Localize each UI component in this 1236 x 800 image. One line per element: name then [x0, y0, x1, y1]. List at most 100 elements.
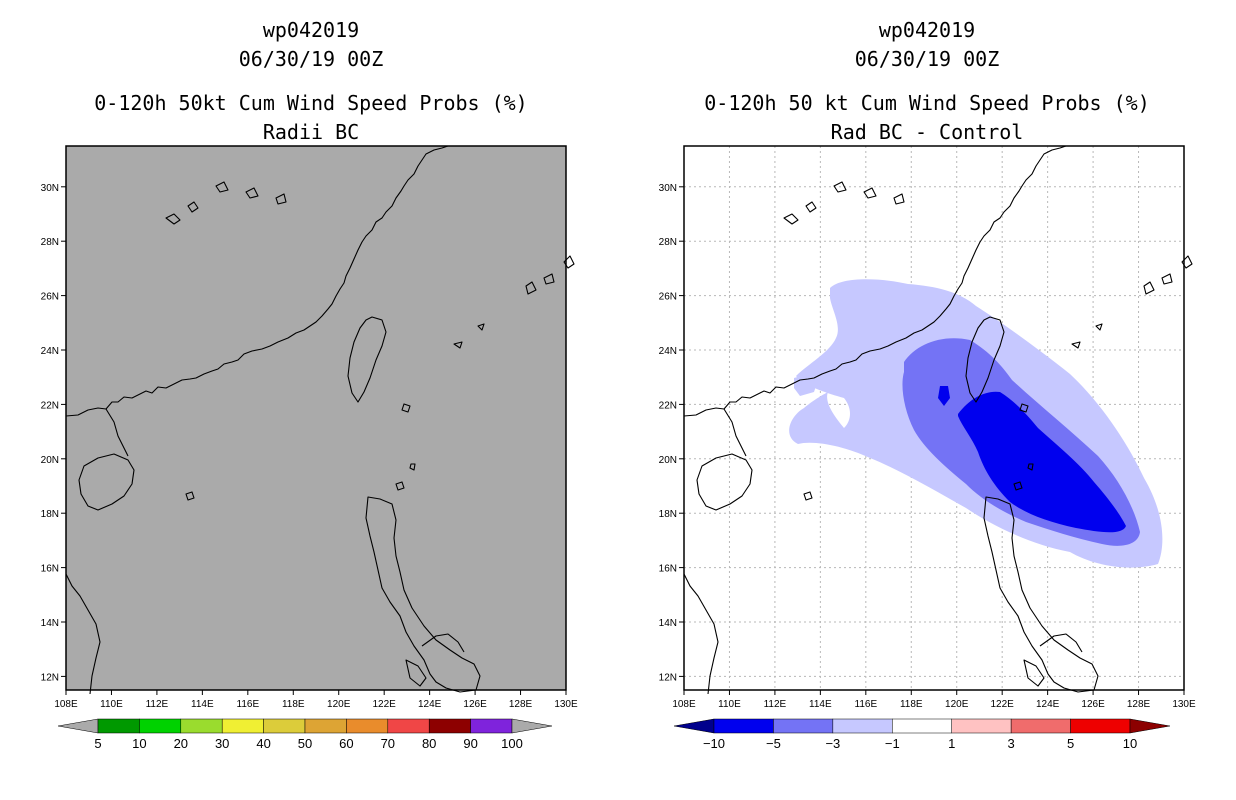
colorbar-segment [773, 718, 834, 734]
colorbar-low-triangle [673, 718, 715, 734]
left-map-frame [65, 145, 567, 691]
y-tick-label: 12N [659, 672, 677, 683]
right-title-storm-id: wp042019 [878, 18, 976, 42]
colorbar-label: 50 [298, 736, 312, 751]
x-tick-label: 108E [54, 699, 78, 710]
y-tick-label: 16N [41, 564, 59, 575]
colorbar-segment [470, 718, 513, 734]
x-tick-label: 112E [764, 699, 787, 710]
x-tick-label: 116E [237, 699, 260, 710]
colorbar-segment [832, 718, 893, 734]
contour-dark-small [938, 386, 950, 406]
x-tick-label: 118E [282, 699, 305, 710]
y-tick-label: 20N [659, 455, 677, 466]
contour-dark [958, 391, 1126, 533]
colorbar-segment [951, 718, 1012, 734]
colorbar-segment [263, 718, 306, 734]
x-tick-label: 126E [463, 699, 487, 710]
x-tick-label: 110E [718, 699, 741, 710]
colorbar-label: 90 [463, 736, 477, 751]
left-probability-map: 108E 110E 112E 114E 116E 118E 120E 122E 124E 126E… [41, 145, 578, 751]
x-tick-label: 122E [991, 699, 1015, 710]
colorbar-high-triangle [1129, 718, 1171, 734]
x-tick-label: 114E [809, 699, 832, 710]
left-x-axis: 108E 110E 112E 114E 116E 118E 120E 122E 124E 126E… [54, 690, 578, 710]
colorbar-segment [97, 718, 140, 734]
x-tick-label: 126E [1081, 699, 1105, 710]
left-colorbar: 5 10 20 30 40 50 60 70 80 90 100 [57, 718, 553, 751]
left-coastlines [65, 145, 575, 695]
x-tick-label: 122E [373, 699, 397, 710]
x-tick-label: 110E [100, 699, 123, 710]
x-tick-label: 130E [554, 699, 578, 710]
x-tick-label: 116E [855, 699, 878, 710]
x-tick-label: 124E [418, 699, 442, 710]
left-title-storm-id: wp042019 [262, 18, 360, 42]
colorbar-segment [221, 718, 264, 734]
left-title-datetime: 06/30/19 00Z [238, 47, 384, 71]
y-tick-label: 24N [659, 346, 677, 357]
right-coastlines [683, 145, 1193, 695]
x-tick-label: 118E [900, 699, 923, 710]
left-map-background [66, 146, 566, 690]
colorbar-label: 30 [215, 736, 229, 751]
colorbar-label: 80 [422, 736, 436, 751]
y-tick-label: 12N [41, 672, 59, 683]
colorbar-segment [139, 718, 182, 734]
x-tick-label: 108E [672, 699, 696, 710]
left-title-product: 0-120h 50kt Cum Wind Speed Probs (%) [94, 91, 528, 115]
left-y-axis: 12N 14N 16N 18N 20N 22N 24N 26N 28N 30N [41, 183, 66, 683]
colorbar-label: 10 [132, 736, 146, 751]
y-tick-label: 28N [41, 237, 59, 248]
y-tick-label: 18N [41, 509, 59, 520]
colorbar-segment [387, 718, 430, 734]
colorbar-label: 5 [1067, 736, 1074, 751]
right-contours [789, 279, 1163, 568]
colorbar-label: 100 [501, 736, 523, 751]
x-tick-label: 114E [191, 699, 214, 710]
y-tick-label: 22N [659, 400, 677, 411]
y-tick-label: 28N [659, 237, 677, 248]
colorbar-segment [428, 718, 471, 734]
right-title-datetime: 06/30/19 00Z [854, 47, 1000, 71]
y-tick-label: 24N [41, 346, 59, 357]
y-tick-label: 30N [41, 183, 59, 194]
x-tick-label: 130E [1172, 699, 1196, 710]
y-tick-label: 22N [41, 400, 59, 411]
y-tick-label: 26N [41, 292, 59, 303]
colorbar-label: −3 [825, 736, 840, 751]
y-tick-label: 14N [41, 618, 59, 629]
right-title-subtitle: Rad BC - Control [830, 120, 1024, 144]
y-tick-label: 26N [659, 292, 677, 303]
colorbar-high-triangle [511, 718, 553, 734]
colorbar-segment [346, 718, 389, 734]
right-x-axis: 108E 110E 112E 114E 116E 118E 120E 122E 124E 126E… [672, 690, 1196, 710]
y-tick-label: 30N [659, 183, 677, 194]
x-tick-label: 112E [146, 699, 169, 710]
colorbar-segment [713, 718, 774, 734]
y-tick-label: 16N [659, 564, 677, 575]
colorbar-label: 10 [1123, 736, 1137, 751]
colorbar-label: 40 [256, 736, 270, 751]
y-tick-label: 14N [659, 618, 677, 629]
right-colorbar: −10 −5 −3 −1 1 3 5 10 [673, 718, 1171, 751]
x-tick-label: 124E [1036, 699, 1060, 710]
colorbar-label: 3 [1008, 736, 1015, 751]
x-tick-label: 128E [1127, 699, 1151, 710]
colorbar-segment [180, 718, 223, 734]
right-difference-map: 108E 110E 112E 114E 116E 118E 120E 122E 124E 126E… [659, 145, 1196, 751]
colorbar-segment [1010, 718, 1071, 734]
colorbar-label: 20 [174, 736, 188, 751]
colorbar-label: 1 [948, 736, 955, 751]
colorbar-segment [892, 718, 952, 734]
colorbar-label: 5 [94, 736, 101, 751]
right-map-frame [683, 145, 1185, 691]
colorbar-low-triangle [57, 718, 99, 734]
colorbar-segment [1070, 718, 1131, 734]
x-tick-label: 128E [509, 699, 533, 710]
right-title-product: 0-120h 50 kt Cum Wind Speed Probs (%) [704, 91, 1150, 115]
x-tick-label: 120E [945, 699, 969, 710]
colorbar-label: −5 [766, 736, 781, 751]
right-y-axis: 12N 14N 16N 18N 20N 22N 24N 26N 28N 30N [659, 183, 684, 683]
colorbar-label: −1 [885, 736, 900, 751]
